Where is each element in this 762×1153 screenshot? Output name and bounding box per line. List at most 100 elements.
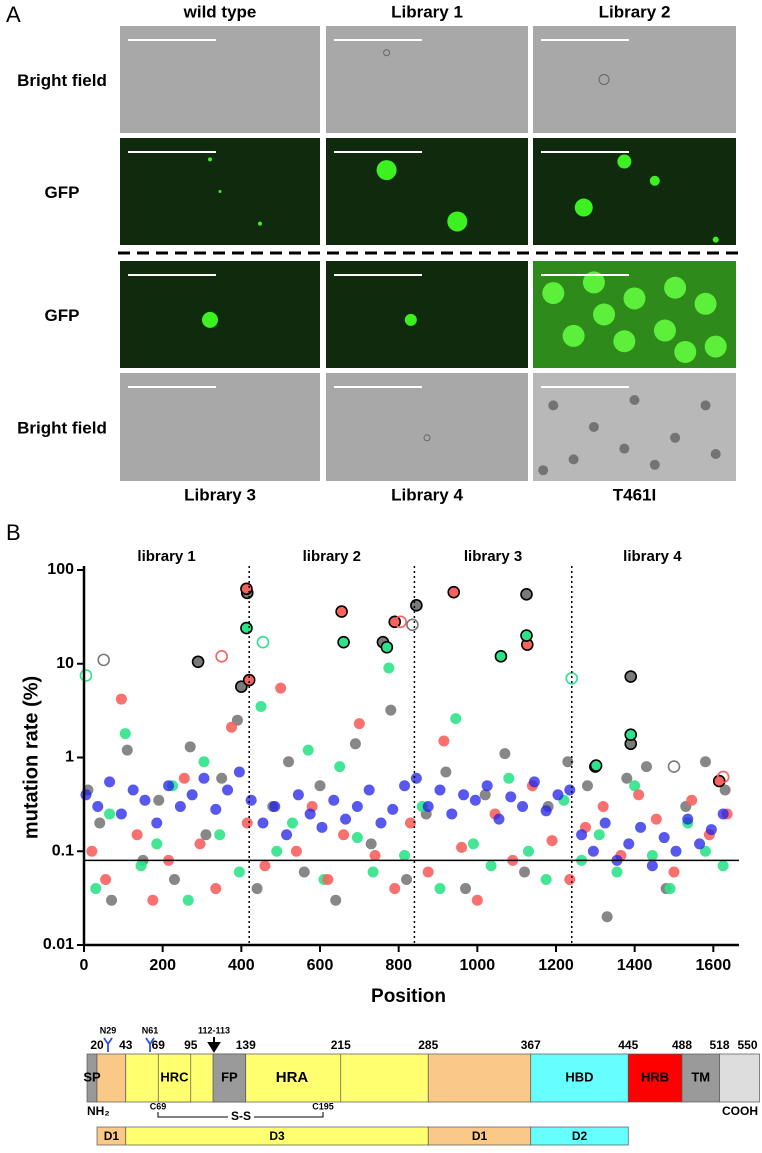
micrograph [120,26,320,133]
domain-label: FP [221,1069,238,1084]
position-label: 367 [521,1038,541,1052]
data-point [367,866,379,878]
data-point [153,794,165,806]
data-point [245,794,257,806]
data-point [458,789,470,801]
cell [649,175,660,186]
data-point [259,860,271,872]
cell [617,154,632,169]
y-axis-title: mutation rate (%) [20,676,42,839]
cell [623,287,646,310]
data-point [646,860,658,872]
data-point [446,808,458,820]
data-point [546,835,558,847]
region-label: D2 [572,1129,588,1143]
data-point [304,808,316,820]
data-point [216,772,228,784]
x-axis-title: Position [371,986,446,1007]
data-point [151,817,163,829]
cell [664,276,687,299]
cell [613,330,636,353]
data-point [90,883,102,895]
domain-label: TM [691,1069,710,1084]
data-point [471,894,483,906]
cell [704,335,727,358]
data-point [552,789,564,801]
micrograph [120,373,320,481]
glycan-label: N29 [100,1025,117,1035]
cell [588,422,599,432]
domain [96,1053,127,1103]
data-point [404,817,416,829]
cell [694,292,717,315]
data-point [434,883,446,895]
data-point [298,866,310,878]
data-point [269,801,281,813]
data-point [335,605,348,618]
data-point [233,766,245,778]
region-label: D3 [269,1129,285,1143]
micrograph [533,26,736,133]
data-point [281,829,293,841]
cell [568,454,579,465]
domain-label: SP [83,1069,101,1084]
data-point [469,794,481,806]
data-point [351,832,363,844]
data-point [668,866,680,878]
x-tick-label: 400 [228,957,255,974]
data-point [380,640,394,654]
data-point [214,829,226,841]
data-point [375,817,387,829]
data-point [493,813,505,825]
domain [157,1053,192,1103]
column-label: Library 2 [599,2,671,21]
data-point [394,615,407,629]
data-point [115,808,127,820]
row-label: GFP [45,306,80,325]
data-point [422,866,434,878]
glycan-mark [103,1037,113,1052]
cell [447,211,468,232]
cysteine-label: C195 [312,1101,334,1111]
data-point [522,845,534,857]
data-point [115,693,127,705]
data-point [528,776,540,788]
domain [245,1053,429,1103]
data-point [387,803,399,815]
region-label: D1 [104,1129,120,1143]
cell [548,400,559,411]
data-point [593,829,605,841]
cleavage-arrow [207,1037,221,1053]
x-tick-label: 200 [149,957,176,974]
terminus-label: COOH [722,1104,758,1118]
cell [582,271,605,294]
data-point [438,735,450,747]
data-point [599,817,611,829]
domain [530,1053,629,1103]
data-point [178,772,190,784]
data-point [624,728,638,742]
column-label: Library 3 [184,485,256,504]
data-point [80,789,92,801]
data-point [705,824,717,836]
data-point [104,808,116,820]
data-point [447,585,461,599]
data-point [184,741,196,753]
data-point [517,801,529,813]
domain [719,1053,760,1103]
data-point [119,728,131,740]
data-point [121,744,133,756]
data-point [650,813,662,825]
y-tick-label: 0.01 [43,936,74,953]
micrograph [326,261,528,368]
x-tick-label: 600 [307,957,334,974]
data-point [621,772,633,784]
data-point [100,873,112,885]
data-point [399,780,411,792]
column-label: T461I [613,485,656,504]
data-point [314,780,326,792]
y-tick-label: 100 [47,561,74,578]
y-tick-label: 1 [65,749,74,766]
cell [423,434,431,442]
data-point [450,713,462,725]
